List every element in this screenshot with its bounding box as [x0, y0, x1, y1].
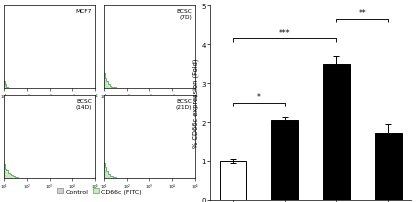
Polygon shape	[0, 100, 102, 178]
Text: ***: ***	[279, 28, 290, 38]
Text: BCSC
(14D): BCSC (14D)	[76, 99, 92, 109]
Bar	[323, 64, 350, 200]
Text: BCSC
(7D): BCSC (7D)	[176, 9, 192, 20]
Polygon shape	[0, 14, 102, 88]
Polygon shape	[0, 10, 102, 88]
Text: MCF7: MCF7	[76, 9, 92, 14]
Polygon shape	[88, 100, 202, 178]
Text: *: *	[257, 93, 261, 101]
Polygon shape	[88, 10, 202, 88]
Polygon shape	[88, 35, 202, 88]
Y-axis label: % CD66c expression (Fold): % CD66c expression (Fold)	[192, 59, 199, 147]
Polygon shape	[0, 129, 102, 178]
Legend: Control, CD66c (FITC): Control, CD66c (FITC)	[57, 188, 142, 194]
Text: BCSC
(21D): BCSC (21D)	[176, 99, 192, 109]
Bar	[220, 161, 246, 200]
Bar	[375, 133, 401, 200]
Bar	[271, 120, 298, 200]
Text: **: **	[358, 9, 366, 18]
Polygon shape	[88, 124, 202, 178]
